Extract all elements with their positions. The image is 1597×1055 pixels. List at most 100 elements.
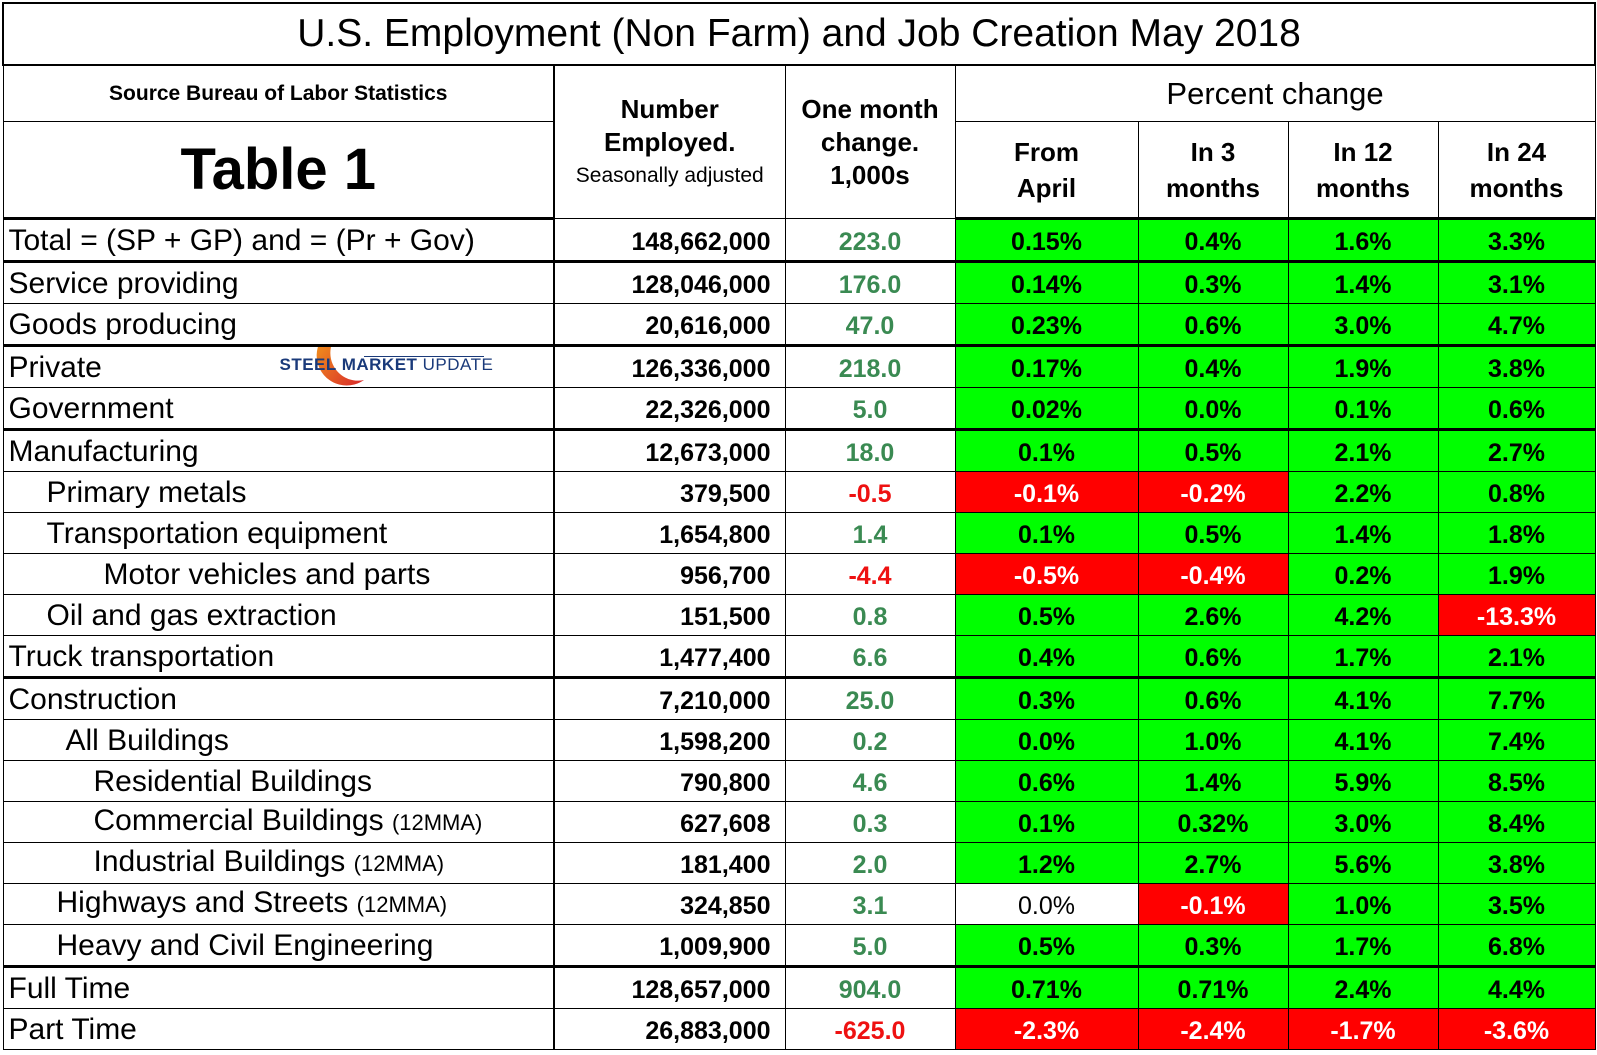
- percent-change-cell-in24: 4.7%: [1437, 303, 1596, 346]
- table-row: Full Time 128,657,000 904.0 0.71% 0.71% 2.4% 4…: [2, 965, 1596, 1009]
- percent-change-cell-in12: 4.1%: [1287, 676, 1439, 720]
- one-month-change-cell: 0.8: [784, 594, 956, 636]
- in-24-months-header: In 24 months: [1437, 121, 1596, 220]
- table-row: Manufacturing 12,673,000 18.0 0.1% 0.5% 2.1% 2…: [2, 428, 1596, 472]
- one-month-change-cell: 223.0: [784, 218, 956, 262]
- percent-change-cell-in3: -0.4%: [1137, 553, 1289, 595]
- table-title: U.S. Employment (Non Farm) and Job Creat…: [2, 2, 1596, 66]
- row-label: Primary metals: [2, 471, 555, 513]
- row-label-text: Construction: [8, 683, 177, 716]
- table-body: Total = (SP + GP) and = (Pr + Gov) 148,66…: [2, 218, 1596, 1050]
- one-month-change-cell: 3.1: [784, 883, 956, 925]
- percent-change-cell-in3: 0.6%: [1137, 676, 1289, 720]
- number-employed-cell: 20,616,000: [553, 303, 786, 346]
- one-month-change-cell: 5.0: [784, 924, 956, 967]
- table-row: Residential Buildings 790,800 4.6 0.6% 1.4% 5…: [2, 760, 1596, 802]
- row-label-text: Transportation equipment: [46, 517, 388, 550]
- row-label: Total = (SP + GP) and = (Pr + Gov): [2, 218, 555, 262]
- number-employed-cell: 126,336,000: [553, 344, 786, 388]
- table-row: Total = (SP + GP) and = (Pr + Gov) 148,66…: [2, 218, 1596, 262]
- from-april-line1: From: [1014, 136, 1079, 167]
- number-employed-cell: 7,210,000: [553, 676, 786, 720]
- percent-change-cell-in24: 3.8%: [1437, 344, 1596, 388]
- in3-line1: In 3: [1190, 136, 1236, 167]
- percent-change-cell-in3: 1.0%: [1137, 719, 1289, 761]
- percent-change-cell-from-april: 0.3%: [954, 676, 1139, 720]
- row-label-text: Government: [8, 392, 174, 425]
- table-row: Construction 7,210,000 25.0 0.3% 0.6% 4.1% 7.7…: [2, 676, 1596, 720]
- number-employed-line2: Employed.: [604, 126, 736, 157]
- percent-change-cell-in3: 0.4%: [1137, 344, 1289, 388]
- row-label: Construction: [2, 676, 555, 720]
- logo-text-bold: STEEL MARKET: [279, 355, 418, 374]
- row-label-note: (12MMA): [391, 810, 483, 835]
- percent-change-cell-in24: 0.6%: [1437, 387, 1596, 430]
- in24-line2: months: [1469, 172, 1564, 203]
- percent-change-cell-from-april: 0.23%: [954, 303, 1139, 346]
- row-label-text: Goods producing: [8, 308, 238, 341]
- row-label-text: Oil and gas extraction: [46, 599, 337, 632]
- row-label-text: Motor vehicles and parts: [103, 558, 431, 591]
- row-label: Motor vehicles and parts: [2, 553, 555, 595]
- row-label-text: Residential Buildings: [93, 765, 373, 798]
- one-month-change-cell: -0.5: [784, 471, 956, 513]
- number-employed-cell: 151,500: [553, 594, 786, 636]
- one-month-change-cell: 25.0: [784, 676, 956, 720]
- percent-change-cell-from-april: 0.1%: [954, 801, 1139, 843]
- table-row: Motor vehicles and parts 956,700 -4.4 -0.5%…: [2, 553, 1596, 595]
- row-label: Service providing: [2, 260, 555, 304]
- number-employed-cell: 627,608: [553, 801, 786, 843]
- logo-text: STEEL MARKET UPDATE: [279, 349, 494, 385]
- logo-underline: [363, 356, 484, 357]
- percent-change-cell-from-april: 0.1%: [954, 428, 1139, 472]
- row-label-text: Industrial Buildings: [93, 845, 354, 878]
- percent-change-cell-in12: 1.6%: [1287, 218, 1439, 262]
- number-employed-cell: 181,400: [553, 842, 786, 884]
- percent-change-cell-in3: 0.32%: [1137, 801, 1289, 843]
- number-employed-header: Number Employed. Seasonally adjusted: [553, 64, 786, 219]
- one-month-change-cell: 0.2: [784, 719, 956, 761]
- percent-change-cell-in3: 1.4%: [1137, 760, 1289, 802]
- logo-swoosh-icon: [316, 348, 364, 386]
- percent-change-cell-in3: 0.0%: [1137, 387, 1289, 430]
- percent-change-cell-in3: 0.3%: [1137, 260, 1289, 304]
- number-employed-cell: 1,598,200: [553, 719, 786, 761]
- percent-change-cell-from-april: 0.71%: [954, 965, 1139, 1009]
- one-month-change-cell: 6.6: [784, 635, 956, 678]
- one-month-change-cell: 0.3: [784, 801, 956, 843]
- percent-change-cell-in24: 8.4%: [1437, 801, 1596, 843]
- percent-change-cell-in24: 3.8%: [1437, 842, 1596, 884]
- in3-line2: months: [1166, 172, 1260, 203]
- one-month-change-cell: 5.0: [784, 387, 956, 430]
- number-employed-cell: 956,700: [553, 553, 786, 595]
- percent-change-cell-in24: 3.3%: [1437, 218, 1596, 262]
- percent-change-cell-in12: 5.6%: [1287, 842, 1439, 884]
- percent-change-cell-in12: 1.7%: [1287, 924, 1439, 967]
- row-label: Transportation equipment: [2, 512, 555, 554]
- one-month-line2: change.: [820, 126, 920, 157]
- row-label-text: Service providing: [8, 267, 239, 300]
- percent-change-cell-from-april: -0.5%: [954, 553, 1139, 595]
- percent-change-cell-in12: 2.1%: [1287, 428, 1439, 472]
- percent-change-cell-in24: -13.3%: [1437, 594, 1596, 636]
- row-label: Oil and gas extraction: [2, 594, 555, 636]
- row-label: Government: [2, 387, 555, 430]
- percent-change-cell-from-april: 0.0%: [954, 719, 1139, 761]
- percent-change-cell-in12: 5.9%: [1287, 760, 1439, 802]
- number-employed-line1: Number: [620, 93, 719, 124]
- row-label-text: Private: [8, 351, 102, 384]
- number-employed-cell: 1,477,400: [553, 635, 786, 678]
- percent-change-cell-in12: 2.4%: [1287, 965, 1439, 1009]
- percent-change-cell-in24: 8.5%: [1437, 760, 1596, 802]
- source-label: Source Bureau of Labor Statistics: [2, 64, 555, 122]
- percent-change-cell-in12: 1.4%: [1287, 260, 1439, 304]
- percent-change-cell-in24: 1.8%: [1437, 512, 1596, 554]
- row-label-text: Commercial Buildings: [93, 804, 392, 837]
- table-row: Private STEEL MARKET UPDATE 126,336,000 218…: [2, 344, 1596, 388]
- percent-change-header: Percent change: [954, 64, 1596, 122]
- table-row: Truck transportation 1,477,400 6.6 0.4% 0.6%…: [2, 635, 1596, 678]
- table-row: Service providing 128,046,000 176.0 0.14% 0.…: [2, 260, 1596, 304]
- percent-change-cell-in12: 1.0%: [1287, 883, 1439, 925]
- percent-change-cell-in12: 1.9%: [1287, 344, 1439, 388]
- percent-change-cell-from-april: 0.5%: [954, 594, 1139, 636]
